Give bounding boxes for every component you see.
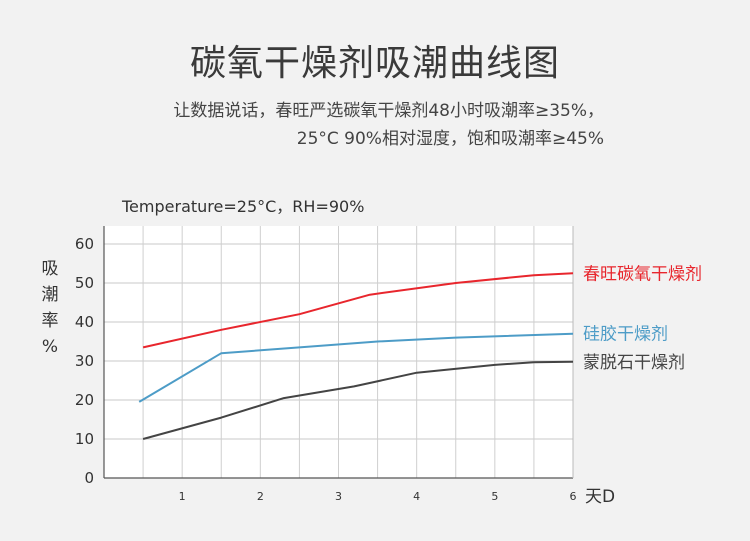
- y-tick-label-20: 20: [75, 391, 94, 409]
- y-axis-label-char: 潮: [42, 285, 59, 305]
- series-line-0: [142, 272, 574, 349]
- x-tick-label-4: 4: [413, 490, 420, 503]
- y-tick-label-40: 40: [75, 313, 94, 331]
- y-tick-label-30: 30: [75, 352, 94, 370]
- x-tick-label-1: 1: [179, 490, 186, 503]
- subtitle-line-2: 25°C 90%相对湿度，饱和吸潮率≥45%: [296, 129, 604, 149]
- series-label-0: 春旺碳氧干燥剂: [583, 264, 702, 284]
- series-line-2: [142, 360, 574, 440]
- page-title: 碳氧干燥剂吸潮曲线图: [189, 43, 560, 84]
- series-label-1: 硅胶干燥剂: [583, 325, 668, 345]
- y-tick-label-60: 60: [75, 235, 94, 253]
- x-axis-label: 天D: [585, 487, 615, 507]
- y-axis-label-char: %: [42, 337, 58, 357]
- y-axis-label-char: 吸: [42, 259, 59, 279]
- subtitle-line-1: 让数据说话，春旺严选碳氧干燥剂48小时吸潮率≥35%，: [173, 101, 604, 121]
- x-tick-label-6: 6: [570, 490, 577, 503]
- test-condition: Temperature=25°C，RH=90%: [122, 197, 365, 216]
- y-tick-label-10: 10: [75, 430, 94, 448]
- x-tick-label-3: 3: [335, 490, 342, 503]
- series-label-2: 蒙脱石干燥剂: [583, 353, 685, 373]
- y-tick-label-0: 0: [84, 469, 94, 487]
- y-tick-label-50: 50: [75, 274, 94, 292]
- x-tick-label-5: 5: [491, 490, 498, 503]
- x-tick-label-2: 2: [257, 490, 264, 503]
- series-line-1: [138, 332, 574, 403]
- y-axis-label-char: 率: [42, 311, 59, 331]
